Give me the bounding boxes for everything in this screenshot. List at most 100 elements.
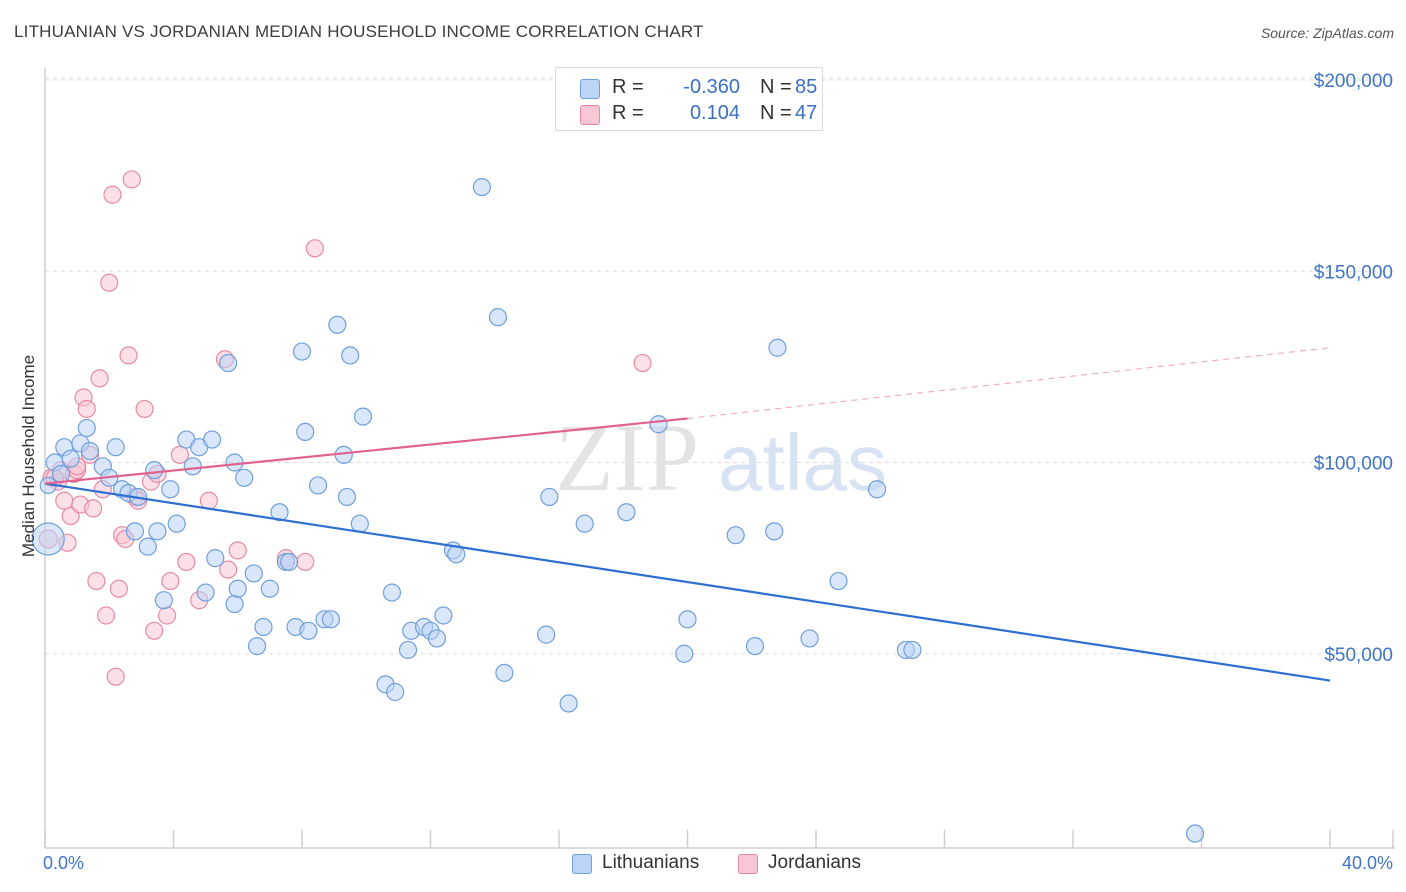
legend-n-value: 85 <box>795 76 818 98</box>
lithuanian-point <box>1185 824 1205 843</box>
lithuanian-point <box>678 610 697 629</box>
x-tick-label: 0.0% <box>43 853 84 873</box>
lithuanian-point <box>138 537 157 556</box>
jordanian-point <box>106 667 125 686</box>
lithuanian-point <box>829 571 848 591</box>
lithuanian-point <box>903 640 922 660</box>
source-label: Source: ZipAtlas.com <box>1260 25 1394 41</box>
jordanian-point <box>77 399 96 419</box>
jordanian-point <box>296 552 315 572</box>
watermark: ZIP atlas <box>555 404 887 511</box>
lithuanian-point <box>202 430 222 449</box>
tick-labels: $50,000 $100,000 $150,000 $200,000 0.0% 40.0%… <box>19 71 1393 873</box>
swatch-lithuanians <box>572 854 592 874</box>
swatch-jordanians <box>738 854 758 874</box>
axes <box>44 68 1395 849</box>
jordanian-point <box>84 499 103 518</box>
legend-swatch-lithuanians <box>580 79 600 99</box>
chart-title: LITHUANIAN VS JORDANIAN MEDIAN HOUSEHOLD… <box>14 22 704 41</box>
watermark-atlas: atlas <box>718 418 887 507</box>
lithuanian-point <box>427 629 447 648</box>
lithuanian-trend-line <box>44 482 1331 682</box>
label-lithuanians: Lithuanians <box>602 852 700 873</box>
jordanian-trend-extension <box>687 347 1331 420</box>
lithuanian-point <box>537 625 556 644</box>
lithuanian-point <box>148 522 167 541</box>
lithuanian-point <box>247 636 267 656</box>
lithuanian-point <box>649 415 668 434</box>
legend-swatch-jordanians <box>580 105 600 125</box>
jordanian-point <box>119 346 138 365</box>
legend-n-label: N = <box>760 76 792 98</box>
y-tick-label: $50,000 <box>1324 645 1393 666</box>
lithuanian-point <box>867 480 887 499</box>
lithuanian-point <box>488 308 508 327</box>
lithuanian-point <box>765 522 784 541</box>
legend-n-value: 47 <box>795 102 818 124</box>
correlation-legend: R = -0.360 N = 85 R = 0.104 N = 47 <box>555 67 823 131</box>
legend-r-label: R = <box>612 76 644 98</box>
lithuanian-point <box>575 514 594 533</box>
legend-r-value: 0.104 <box>689 102 740 124</box>
lithuanian-point <box>321 610 341 629</box>
jordanian-point <box>305 239 324 258</box>
lithuanian-point <box>196 583 215 602</box>
lithuanian-point <box>225 594 244 614</box>
lithuanian-point <box>51 464 71 484</box>
lithuanian-point <box>398 640 418 660</box>
y-axis-label: Median Household Income <box>19 355 38 557</box>
lithuanian-point <box>106 438 125 457</box>
lithuanian-point <box>353 407 373 426</box>
lithuanian-point <box>386 682 405 702</box>
lithuanian-point <box>244 564 263 583</box>
lithuanian-point <box>299 621 318 640</box>
jordanian-point <box>157 606 177 625</box>
legend-r-value: -0.360 <box>683 76 740 98</box>
lithuanian-point <box>472 178 491 197</box>
lithuanian-point <box>260 579 279 598</box>
jordanian-point <box>122 170 141 189</box>
lithuanian-point <box>225 453 244 472</box>
jordanian-point <box>161 571 180 591</box>
jordanian-point <box>135 399 154 419</box>
lithuanian-point <box>768 338 787 357</box>
lithuanian-point <box>308 476 328 495</box>
lithuanian-point <box>235 468 254 487</box>
jordanian-point <box>103 185 122 204</box>
lithuanian-point <box>228 579 247 598</box>
lithuanian-point <box>726 526 745 545</box>
jordanian-point <box>145 621 164 640</box>
trend-lines <box>44 347 1331 682</box>
lithuanian-point <box>800 629 819 648</box>
jordanian-point <box>633 353 652 373</box>
y-tick-label: $100,000 <box>1314 454 1393 475</box>
x-tick-label: 40.0% <box>1342 853 1393 873</box>
lithuanian-point <box>77 418 96 438</box>
jordanian-point <box>87 571 106 591</box>
lithuanian-point <box>382 583 402 602</box>
lithuanian-point <box>337 487 357 507</box>
lithuanian-point <box>61 449 80 468</box>
lithuanian-point <box>145 461 164 480</box>
jordanian-point <box>96 606 116 625</box>
lithuanian-point <box>270 503 289 522</box>
lithuanian-point <box>219 353 238 373</box>
lithuanian-point <box>183 457 202 476</box>
jordanian-point <box>90 369 109 388</box>
jordanian-point <box>55 491 74 510</box>
lithuanian-point <box>328 315 347 334</box>
jordanian-point <box>228 541 247 560</box>
jordanian-point <box>219 560 238 579</box>
lithuanian-point <box>617 503 636 522</box>
jordanian-point <box>100 273 119 292</box>
lithuanian-point <box>434 606 453 625</box>
lithuanian-point <box>296 422 315 441</box>
lithuanian-point <box>154 591 173 610</box>
jordanian-point <box>170 445 190 464</box>
jordanian-point <box>109 579 128 598</box>
lithuanian-point <box>280 552 299 572</box>
lithuanian-point <box>559 694 578 713</box>
lithuanian-point <box>675 644 694 663</box>
lithuanian-point <box>341 346 360 365</box>
